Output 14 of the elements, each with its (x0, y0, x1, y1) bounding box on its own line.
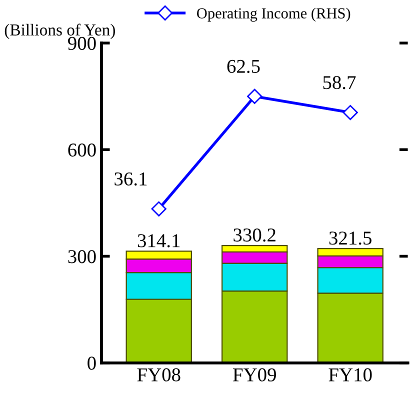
legend-label: Operating Income (RHS) (197, 8, 350, 22)
y-tick-label: 300 (68, 250, 96, 264)
total-label: 321.5 (329, 232, 372, 245)
total-label: 330.2 (234, 228, 276, 242)
x-tick-label: FY08 (137, 368, 180, 382)
y-tick-label: 900 (68, 36, 96, 50)
x-tick-label: FY09 (233, 368, 276, 382)
x-tick-label: FY10 (328, 368, 372, 382)
data-label: 36.1 (114, 172, 147, 186)
data-label: 58.7 (323, 76, 356, 90)
total-label: 314.1 (138, 234, 180, 248)
y-tick-label: 600 (68, 143, 96, 157)
y-tick-label: 0 (88, 356, 96, 370)
data-label: 62.5 (227, 60, 260, 74)
